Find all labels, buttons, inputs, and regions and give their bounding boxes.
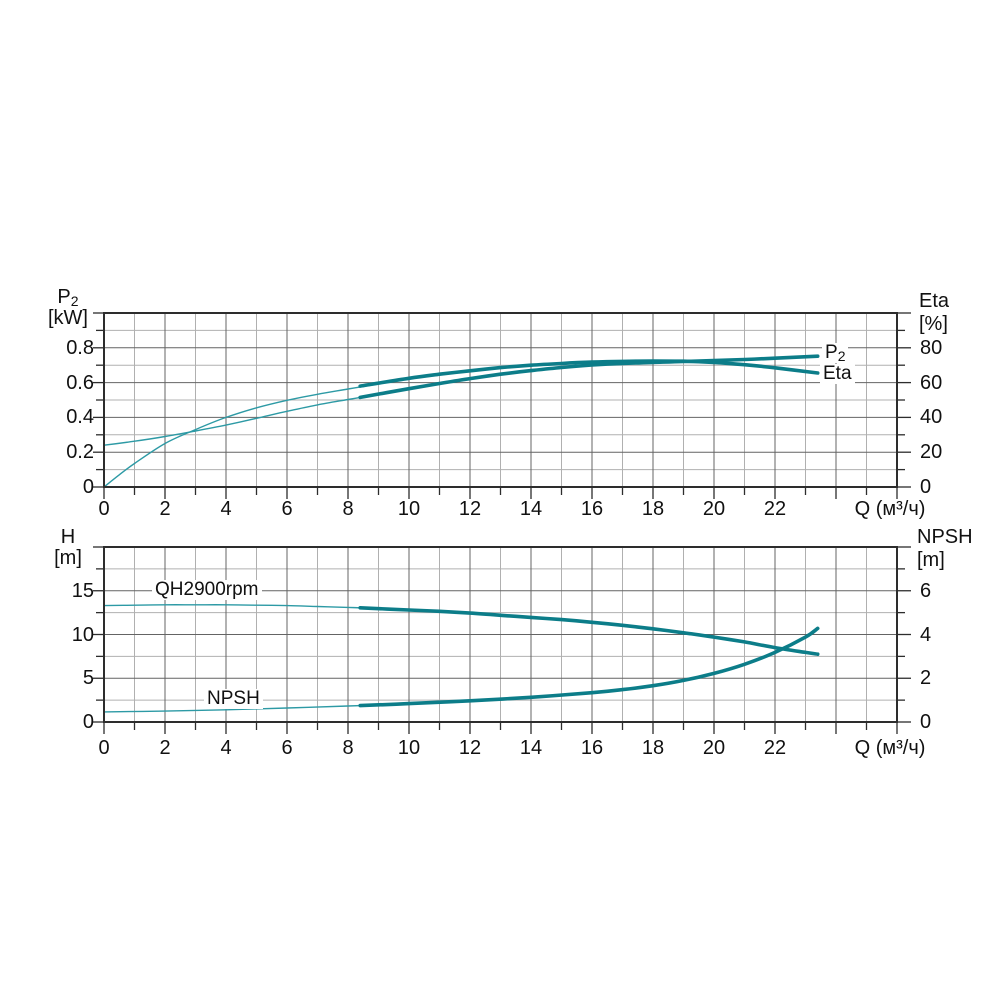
plot-frame [103, 546, 898, 723]
curve-p2-thick [358, 354, 820, 400]
bottom-chart [93, 546, 911, 734]
plot-frame [103, 312, 898, 488]
curve-p2-thin [103, 394, 374, 446]
curve-npsh-thick [358, 626, 820, 708]
axis-ticks [93, 546, 911, 734]
top-chart [93, 312, 911, 499]
grid-minor-lines [104, 313, 897, 487]
curve-npsh-thin [103, 704, 374, 713]
curve-qh-thin [103, 604, 374, 609]
curve-eta-thick [358, 359, 820, 388]
grid-major-lines [104, 313, 897, 487]
axis-ticks [93, 312, 911, 499]
curve-eta-thin [103, 384, 374, 488]
curve-qh-thick [358, 606, 820, 656]
